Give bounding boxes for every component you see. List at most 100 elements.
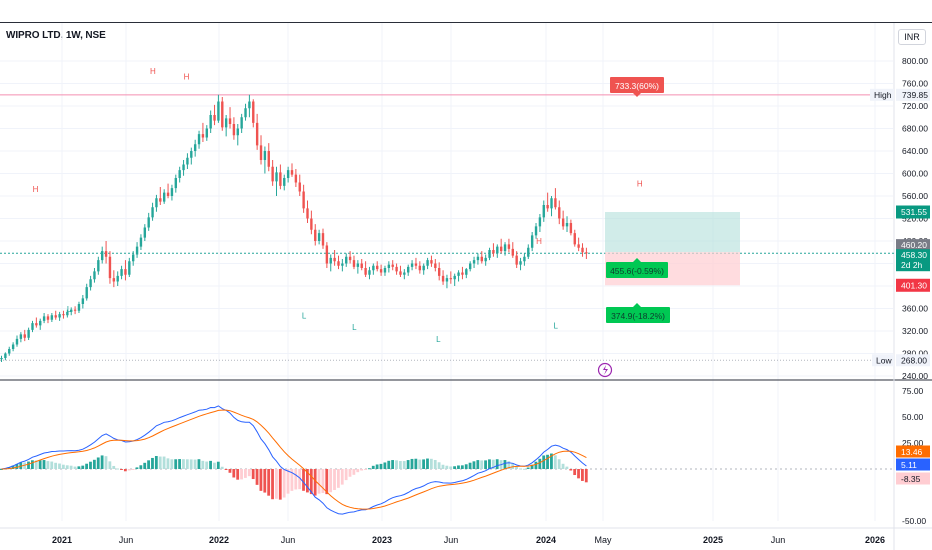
time-axis[interactable]: 2021 Jun 2022 Jun 2023 Jun 2024 May 2025 Jun 2026 — [0, 527, 932, 545]
macd-histogram-bar — [213, 462, 216, 469]
stop-pointer — [633, 303, 641, 307]
entry-tag: 460.20 — [901, 240, 927, 250]
candle — [209, 115, 212, 129]
time-tick: May — [594, 535, 612, 545]
macd-histogram-bar — [282, 469, 286, 498]
macd-histogram-bar — [329, 469, 333, 493]
candle — [585, 252, 588, 254]
macd-histogram-bar — [573, 469, 577, 476]
candle — [430, 260, 433, 264]
macd-histogram-bar — [379, 463, 383, 469]
macd-histogram-bar — [503, 460, 507, 469]
candle — [248, 101, 251, 109]
macd-histogram-bar — [364, 469, 367, 470]
low-value: 268.00 — [901, 355, 927, 365]
pattern-label: L — [554, 322, 559, 331]
candle — [527, 247, 530, 257]
time-tick: Jun — [771, 535, 786, 545]
macd-histogram-bar — [375, 464, 379, 469]
macd-histogram-bar — [247, 469, 251, 477]
candle — [128, 261, 131, 275]
macd-histogram-bar — [507, 461, 511, 469]
candle — [205, 128, 208, 138]
candle — [240, 117, 243, 129]
macd-histogram-bar — [151, 457, 154, 469]
candle — [337, 261, 340, 266]
stop-tag: 401.30 — [901, 280, 927, 290]
macd-histogram-bar — [224, 469, 228, 470]
candle — [244, 108, 247, 118]
candle — [15, 338, 19, 345]
stop-tag-box — [896, 278, 930, 292]
candle — [23, 334, 26, 338]
macd-histogram-bar — [178, 459, 181, 469]
macd-tick: 25.00 — [902, 438, 924, 448]
pattern-label: H — [33, 185, 39, 194]
macd-histogram-bar — [553, 455, 557, 469]
candle — [387, 264, 391, 268]
macd-histogram-bar — [306, 469, 309, 493]
macd-histogram-bar — [100, 455, 104, 469]
current-label-box — [606, 262, 668, 278]
candle — [4, 353, 7, 358]
macd-histogram-bar — [325, 469, 329, 495]
candle — [166, 192, 170, 196]
macd-histogram-bar — [290, 469, 294, 491]
candle — [162, 192, 166, 202]
macd-histogram-bar — [522, 468, 526, 470]
candle — [407, 266, 410, 273]
candle — [364, 268, 367, 275]
candle — [275, 172, 278, 182]
candle — [174, 178, 178, 189]
candle — [267, 151, 270, 167]
candle — [178, 170, 181, 178]
macd-histogram-bar — [546, 454, 549, 469]
macd-histogram-bar — [236, 469, 240, 480]
macd-histogram-bar — [42, 460, 46, 469]
macd-histogram-bar — [147, 460, 150, 469]
macd-histogram-bar — [352, 469, 356, 475]
macd-histogram-bar — [441, 464, 445, 469]
candle — [155, 198, 158, 208]
candle — [368, 270, 371, 275]
macd-histogram-bar — [271, 469, 274, 500]
price-axis[interactable]: 800.00 760.00 720.00 680.00 640.00 600.00 560.… — [870, 56, 930, 526]
macd-histogram-bar — [418, 459, 422, 469]
candle — [50, 315, 54, 320]
candle — [480, 256, 484, 262]
macd-histogram-bar — [89, 461, 92, 469]
candle — [573, 233, 576, 245]
candle — [298, 182, 301, 192]
target-label-box — [610, 77, 664, 93]
candle — [515, 255, 518, 265]
macd-histogram-bar — [135, 467, 139, 469]
price-chart[interactable]: H L H H L L L H L H 733.3(60%) 455.6(-0.59%) 374.9(-… — [0, 23, 932, 550]
macd-histogram-bar — [464, 464, 468, 469]
macd-histogram-bar — [484, 460, 487, 469]
macd-histogram-bar — [77, 466, 81, 469]
candle — [232, 124, 236, 136]
macd-histogram-bar — [457, 465, 460, 469]
candle — [228, 118, 232, 124]
candle — [93, 271, 96, 280]
currency-button[interactable]: INR — [898, 29, 926, 45]
macd-histogram-bar — [81, 465, 85, 469]
macd-histogram-bar — [317, 469, 321, 494]
pattern-label: H — [637, 179, 643, 188]
candle — [81, 298, 85, 304]
macd-histogram-bar — [0, 469, 3, 470]
price-tick: 600.00 — [902, 169, 928, 179]
macd-histogram-bar — [170, 459, 174, 469]
profit-zone — [605, 212, 740, 253]
macd-histogram-bar — [391, 460, 395, 469]
macd-histogram-bar — [584, 469, 588, 483]
candle — [511, 248, 514, 256]
macd-histogram-bar — [286, 469, 290, 494]
price-tick: 240.00 — [902, 371, 928, 381]
macd-histogram-bar — [50, 461, 54, 469]
pattern-label: H — [150, 67, 156, 76]
macd-histogram-bar — [228, 469, 232, 473]
macd-histogram-bar — [275, 469, 278, 499]
pattern-label: H — [184, 73, 190, 82]
candle — [554, 198, 557, 208]
